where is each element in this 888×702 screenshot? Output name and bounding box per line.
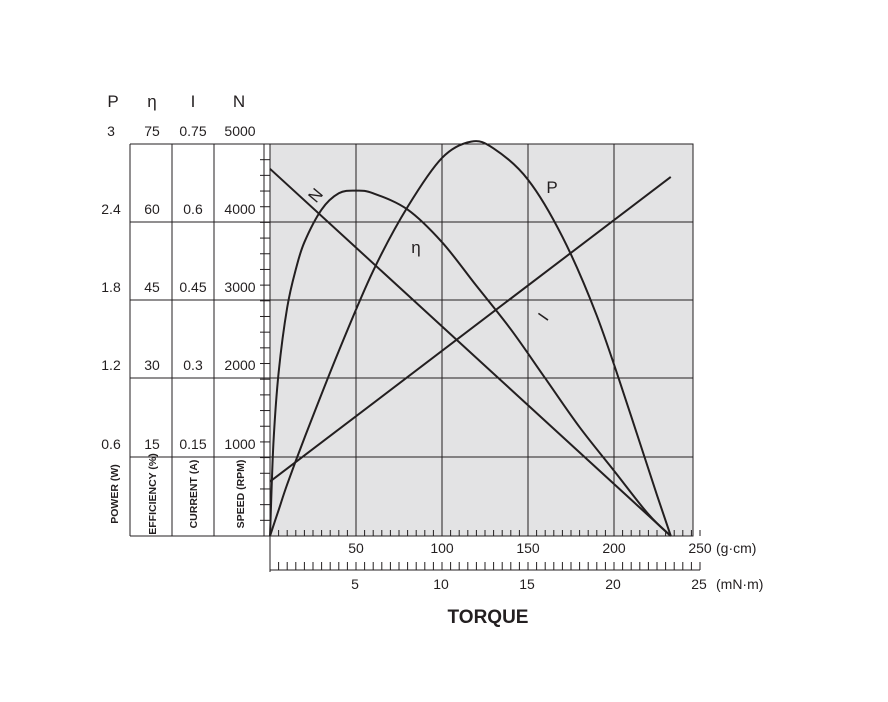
axis-tick-label: 0.3	[183, 357, 203, 373]
axis-tick-label: 30	[144, 357, 160, 373]
series-line-I	[269, 176, 672, 483]
axis-symbol-1: η	[147, 92, 156, 111]
mnm-unit-label: (mN·m)	[716, 576, 763, 592]
axis-tick-label: 5000	[224, 123, 255, 139]
mnm-tick-label: 15	[519, 576, 535, 592]
axis-symbol-3: N	[233, 92, 245, 111]
axis-tick-label: 1000	[224, 436, 255, 452]
axis-tick-label: 60	[144, 201, 160, 217]
gcm-tick-label: 50	[348, 540, 364, 556]
axis-title-0: POWER (W)	[109, 464, 121, 524]
axis-tick-label: 75	[144, 123, 160, 139]
series-line-η	[269, 189, 672, 537]
mnm-tick-label: 25	[691, 576, 707, 592]
series-line-N	[269, 168, 672, 537]
axis-tick-label: 2000	[224, 357, 255, 373]
axis-tick-label: 3	[107, 123, 115, 139]
axis-tick-label: 0.15	[179, 436, 206, 452]
axis-title-2: CURRENT (A)	[188, 460, 200, 529]
axis-tick-label: 0.6	[183, 201, 203, 217]
axis-tick-label: 1.8	[101, 279, 121, 295]
axis-tick-label: 0.75	[179, 123, 206, 139]
axis-symbol-0: P	[107, 92, 118, 111]
axis-title-3: SPEED (RPM)	[235, 460, 247, 529]
axis-tick-label: 3000	[224, 279, 255, 295]
series-label-P: P	[546, 178, 557, 197]
axis-tick-label: 2.4	[101, 201, 121, 217]
axis-symbol-2: I	[191, 92, 196, 111]
gcm-unit-label: (g·cm)	[716, 540, 756, 556]
axis-tick-label: 4000	[224, 201, 255, 217]
axis-tick-label: 45	[144, 279, 160, 295]
plot-area	[269, 143, 694, 537]
mnm-tick-label: 10	[433, 576, 449, 592]
axis-title-1: EFFICIENCY (%)	[147, 453, 159, 534]
axis-tick-label: 1.2	[101, 357, 121, 373]
mnm-tick-label: 20	[605, 576, 621, 592]
series-line-P	[269, 140, 672, 537]
axis-tick-label: 0.45	[179, 279, 206, 295]
axis-tick-label: 0.6	[101, 436, 121, 452]
mnm-tick-label: 5	[351, 576, 359, 592]
gcm-tick-label: 150	[516, 540, 540, 556]
series-label-η: η	[411, 238, 420, 257]
gcm-tick-label: 250	[688, 540, 712, 556]
gcm-tick-label: 200	[602, 540, 626, 556]
gcm-tick-label: 100	[430, 540, 454, 556]
axis-tick-label: 15	[144, 436, 160, 452]
x-axis-title: TORQUE	[448, 607, 529, 628]
